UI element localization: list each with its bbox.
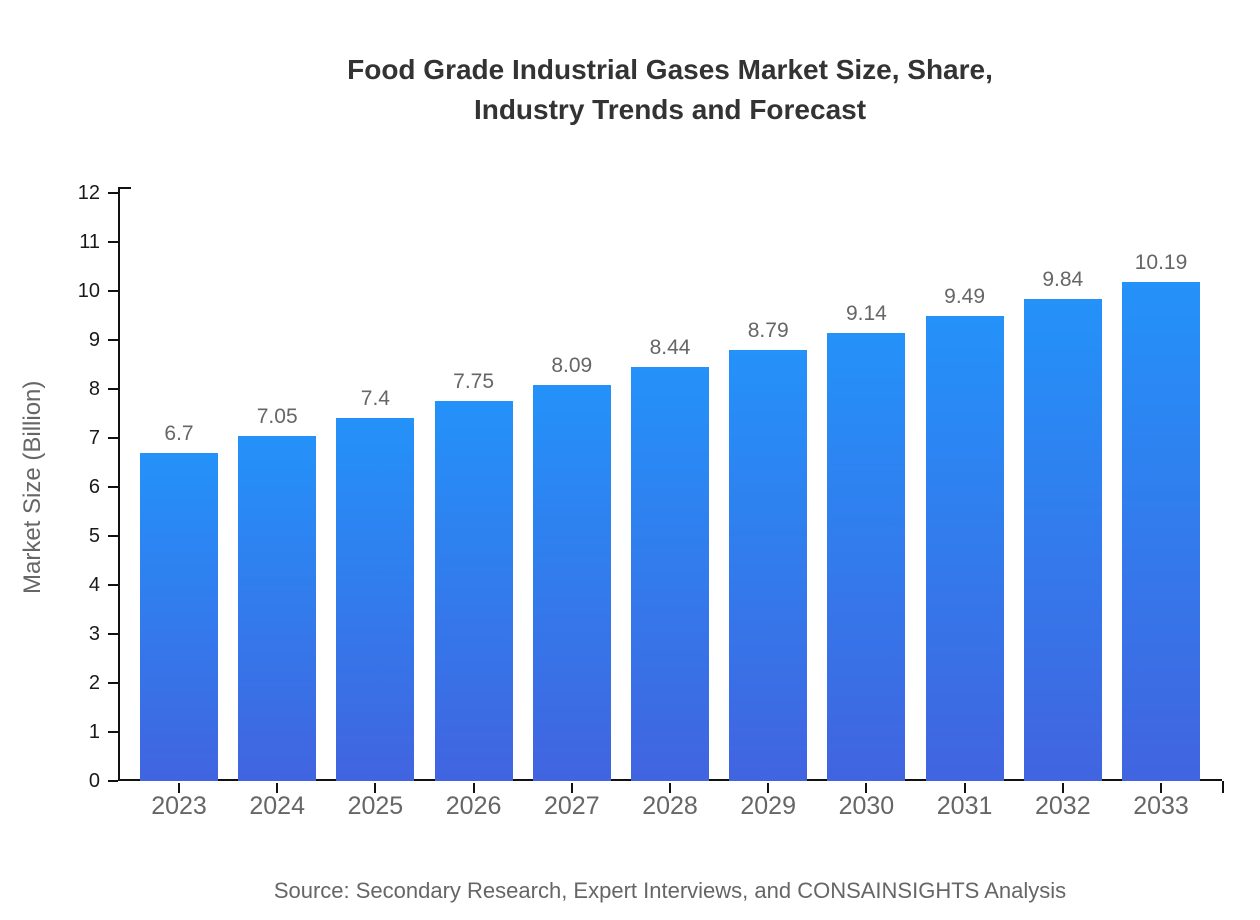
y-tick-label: 3 xyxy=(88,623,100,645)
y-tick-label: 11 xyxy=(79,231,100,253)
y-tick xyxy=(108,486,118,488)
x-tick-label: 2027 xyxy=(543,792,600,820)
x-axis-end-cap xyxy=(1222,781,1224,793)
bar xyxy=(1023,298,1102,781)
bar xyxy=(434,401,513,781)
x-tick xyxy=(276,783,279,793)
bar-value-label: 8.44 xyxy=(649,336,691,360)
x-tick xyxy=(767,783,770,793)
x-tick xyxy=(178,783,180,793)
bar-value-label: 7.05 xyxy=(256,404,298,428)
y-tick xyxy=(108,780,118,782)
x-tick xyxy=(1061,783,1064,793)
x-tick xyxy=(865,783,868,793)
y-tick-label: 8 xyxy=(88,378,100,400)
bar xyxy=(140,452,218,781)
chart-title-line2: Industry Trends and Forecast xyxy=(473,94,867,125)
x-tick-label: 2024 xyxy=(249,792,305,820)
bar-value-label: 9.49 xyxy=(944,285,986,308)
y-tick xyxy=(108,633,118,635)
x-tick-label: 2028 xyxy=(642,792,698,820)
bar xyxy=(729,350,808,781)
y-tick xyxy=(108,192,118,194)
x-tick xyxy=(374,783,377,793)
y-tick xyxy=(108,290,118,292)
y-tick-label: 1 xyxy=(88,721,100,743)
bar xyxy=(827,333,906,781)
y-axis-line xyxy=(118,187,120,781)
bar xyxy=(631,367,709,781)
y-tick-label: 9 xyxy=(88,329,100,351)
y-tick-label: 5 xyxy=(88,525,100,547)
x-tick-label: 2033 xyxy=(1133,792,1189,820)
bar-value-label: 6.7 xyxy=(164,421,194,445)
bar-value-label: 8.79 xyxy=(747,319,789,343)
bar xyxy=(238,435,317,781)
y-tick xyxy=(108,241,118,243)
y-tick xyxy=(108,682,118,684)
y-tick xyxy=(108,535,118,537)
x-tick xyxy=(669,783,671,793)
x-tick-label: 2031 xyxy=(936,792,993,820)
bar-value-label: 8.09 xyxy=(551,353,593,377)
bar-value-label: 7.75 xyxy=(453,370,495,394)
y-tick-label: 12 xyxy=(77,182,100,204)
bar-value-label: 9.84 xyxy=(1042,267,1084,291)
x-tick-label: 2032 xyxy=(1034,792,1091,820)
bar xyxy=(336,418,415,781)
x-tick-label: 2030 xyxy=(838,792,895,820)
bar xyxy=(1122,281,1200,781)
x-tick-label: 2029 xyxy=(740,792,796,820)
plot-area: 0 1 2 3 4 5 6 7 8 9 10 11 12 6.7 2023 7.05 2024 7.4 2025 7.… xyxy=(78,183,1224,819)
x-tick-label: 2025 xyxy=(347,792,404,820)
y-tick-label: 10 xyxy=(77,280,100,302)
y-axis-end-cap xyxy=(118,187,131,189)
x-tick xyxy=(963,783,966,793)
x-tick-label: 2023 xyxy=(151,792,207,820)
bar-value-label: 7.4 xyxy=(360,387,390,411)
x-tick-label: 2026 xyxy=(445,792,502,820)
chart-title-line1: Food Grade Industrial Gases Market Size,… xyxy=(347,54,993,85)
bar xyxy=(925,316,1004,781)
y-tick xyxy=(108,339,118,341)
y-tick xyxy=(108,388,118,390)
y-tick-label: 2 xyxy=(88,672,100,694)
bar-value-label: 9.14 xyxy=(845,302,887,326)
y-tick-label: 6 xyxy=(88,476,100,498)
x-tick xyxy=(570,783,573,793)
y-tick-label: 0 xyxy=(88,770,100,792)
chart-title: Food Grade Industrial Gases Market Size,… xyxy=(118,50,1222,130)
bar xyxy=(532,384,611,781)
y-tick xyxy=(108,731,118,733)
source-note: Source: Secondary Research, Expert Inter… xyxy=(273,878,1067,903)
y-tick xyxy=(108,584,118,586)
y-tick-label: 4 xyxy=(88,574,100,596)
bar-value-label: 10.19 xyxy=(1134,250,1188,274)
y-tick-label: 7 xyxy=(88,427,100,449)
x-tick xyxy=(472,783,475,793)
x-tick xyxy=(1160,783,1162,793)
y-tick xyxy=(108,437,118,439)
